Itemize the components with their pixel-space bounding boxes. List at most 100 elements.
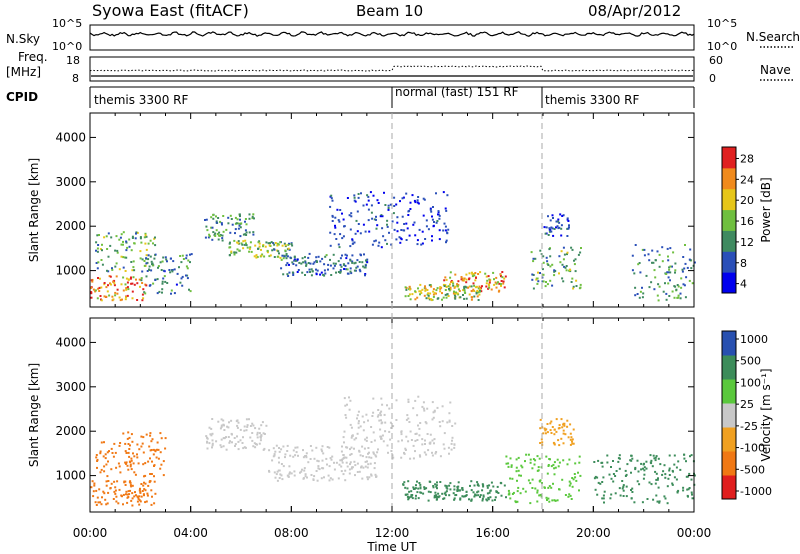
- data-cell: [330, 197, 333, 200]
- data-cell: [419, 293, 421, 296]
- data-cell: [149, 432, 152, 435]
- data-cell: [332, 253, 335, 256]
- data-cell: [361, 455, 364, 458]
- data-cell: [654, 276, 657, 279]
- data-cell: [461, 279, 464, 282]
- data-cell: [125, 241, 128, 244]
- data-cell: [274, 476, 277, 479]
- data-cell: [340, 265, 343, 268]
- data-cell: [658, 253, 661, 256]
- data-cell: [111, 268, 114, 271]
- data-cell: [443, 447, 446, 450]
- data-cell: [128, 245, 131, 248]
- data-cell: [463, 287, 466, 290]
- data-cell: [487, 275, 490, 278]
- data-cell: [458, 290, 461, 292]
- data-cell: [142, 451, 145, 454]
- data-cell: [432, 225, 435, 228]
- data-cell: [429, 441, 432, 444]
- data-cell: [610, 477, 613, 480]
- data-cell: [275, 444, 278, 447]
- data-cell: [364, 264, 367, 267]
- data-cell: [273, 256, 276, 258]
- data-cell: [111, 267, 113, 270]
- data-cell: [447, 228, 450, 231]
- data-cell: [410, 439, 413, 441]
- data-cell: [442, 443, 445, 446]
- data-cell: [304, 261, 307, 264]
- data-cell: [272, 242, 275, 245]
- data-cell: [423, 294, 426, 297]
- data-cell: [233, 253, 236, 256]
- data-cell: [144, 234, 147, 237]
- data-cell: [643, 466, 646, 469]
- data-cell: [549, 255, 552, 258]
- data-cell: [434, 452, 437, 455]
- data-cell: [349, 267, 352, 270]
- data-cell: [325, 457, 328, 460]
- data-cell: [375, 227, 378, 230]
- data-cell: [356, 265, 359, 268]
- data-cell: [375, 218, 377, 221]
- data-cell: [293, 259, 296, 262]
- data-cell: [472, 491, 475, 494]
- data-cell: [558, 255, 561, 258]
- data-cell: [140, 445, 143, 448]
- data-cell: [105, 235, 108, 238]
- data-cell: [281, 478, 284, 481]
- data-cell: [571, 442, 574, 445]
- data-cell: [675, 466, 678, 469]
- data-cell: [452, 492, 455, 495]
- data-cell: [435, 494, 437, 497]
- data-cell: [130, 276, 132, 279]
- data-cell: [609, 497, 612, 500]
- data-cell: [302, 477, 305, 480]
- data-cell: [571, 440, 573, 443]
- nsky-right-tick-bottom: 10^0: [707, 40, 737, 53]
- data-cell: [542, 280, 545, 283]
- nsky-series: [89, 31, 695, 37]
- data-cell: [287, 243, 290, 246]
- data-cell: [512, 491, 515, 494]
- data-cell: [543, 226, 546, 229]
- data-cell: [546, 262, 549, 265]
- data-cell: [446, 421, 449, 424]
- data-cell: [161, 291, 163, 294]
- colorbar-swatch: [722, 251, 736, 273]
- data-cell: [414, 439, 417, 442]
- data-cell: [370, 441, 373, 443]
- data-cell: [461, 495, 464, 498]
- data-cell: [367, 419, 369, 422]
- data-cell: [108, 450, 110, 453]
- data-cell: [561, 277, 564, 280]
- data-cell: [473, 495, 476, 498]
- data-cell: [180, 261, 183, 264]
- data-cell: [572, 285, 575, 288]
- data-cell: [363, 447, 366, 450]
- data-cell: [208, 426, 211, 429]
- data-cell: [315, 470, 318, 472]
- data-cell: [507, 462, 510, 465]
- data-cell: [321, 257, 324, 260]
- data-cell: [624, 475, 627, 477]
- data-cell: [529, 461, 532, 464]
- data-cell: [439, 425, 442, 428]
- data-cell: [469, 484, 471, 487]
- data-cell: [477, 273, 480, 275]
- data-cell: [664, 497, 667, 500]
- data-cell: [370, 474, 373, 477]
- data-cell: [656, 478, 659, 481]
- data-cell: [527, 453, 530, 456]
- data-cell: [558, 221, 561, 224]
- data-cell: [379, 215, 382, 218]
- data-cell: [531, 478, 534, 481]
- data-cell: [431, 235, 433, 238]
- data-cell: [396, 230, 399, 233]
- data-cell: [652, 498, 655, 501]
- data-cell: [472, 273, 475, 276]
- data-cell: [267, 242, 270, 245]
- data-cell: [362, 265, 365, 268]
- data-cell: [410, 490, 413, 493]
- data-cell: [555, 226, 557, 229]
- data-cell: [126, 437, 129, 440]
